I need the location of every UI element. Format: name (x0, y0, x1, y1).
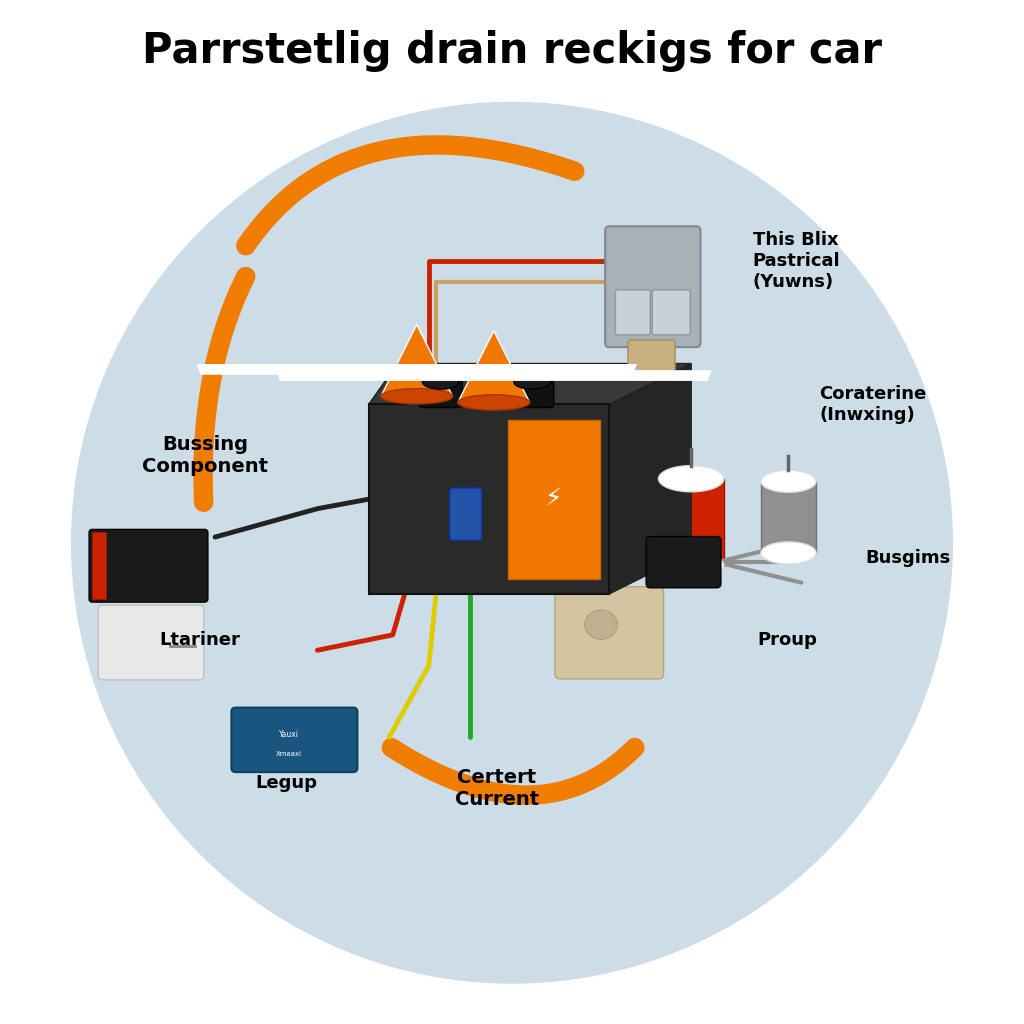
Text: Yauxi: Yauxi (279, 730, 299, 738)
Polygon shape (197, 365, 637, 375)
Polygon shape (369, 364, 691, 404)
FancyBboxPatch shape (652, 290, 690, 335)
FancyBboxPatch shape (450, 488, 481, 541)
FancyBboxPatch shape (92, 532, 105, 599)
FancyBboxPatch shape (658, 479, 724, 565)
FancyBboxPatch shape (605, 226, 700, 347)
Ellipse shape (658, 466, 724, 492)
Text: This Blix
Pastrical
(Yuwns): This Blix Pastrical (Yuwns) (753, 231, 841, 291)
FancyBboxPatch shape (231, 708, 357, 772)
Ellipse shape (514, 375, 551, 389)
Text: Bussing
Component: Bussing Component (141, 435, 268, 476)
FancyBboxPatch shape (555, 587, 664, 679)
Text: ⚡: ⚡ (545, 487, 562, 511)
Text: Ltariner: Ltariner (160, 631, 240, 649)
FancyBboxPatch shape (89, 529, 208, 602)
Polygon shape (458, 331, 529, 402)
FancyBboxPatch shape (628, 340, 675, 372)
Polygon shape (609, 364, 691, 594)
Text: Busgims: Busgims (865, 549, 950, 567)
FancyBboxPatch shape (98, 605, 204, 680)
FancyBboxPatch shape (419, 379, 462, 408)
FancyBboxPatch shape (369, 404, 609, 594)
FancyBboxPatch shape (646, 537, 721, 588)
Circle shape (72, 102, 952, 983)
Text: Parrstetlig drain reckigs for car: Parrstetlig drain reckigs for car (142, 30, 882, 73)
Ellipse shape (585, 610, 617, 639)
Ellipse shape (458, 395, 529, 410)
Text: Certert
Current: Certert Current (455, 768, 539, 809)
Polygon shape (381, 325, 453, 396)
Ellipse shape (422, 375, 459, 389)
FancyBboxPatch shape (511, 379, 554, 408)
Text: Proup: Proup (758, 631, 817, 649)
Text: Coraterine
(Inwxing): Coraterine (Inwxing) (819, 385, 927, 424)
FancyBboxPatch shape (615, 290, 650, 335)
Ellipse shape (761, 470, 816, 493)
FancyBboxPatch shape (761, 481, 816, 553)
Ellipse shape (761, 542, 816, 564)
Text: Xmaaxi: Xmaaxi (275, 751, 302, 757)
FancyBboxPatch shape (508, 420, 600, 579)
Text: Legup: Legup (256, 774, 317, 793)
Polygon shape (275, 371, 712, 381)
Ellipse shape (658, 553, 724, 579)
Ellipse shape (381, 389, 453, 403)
